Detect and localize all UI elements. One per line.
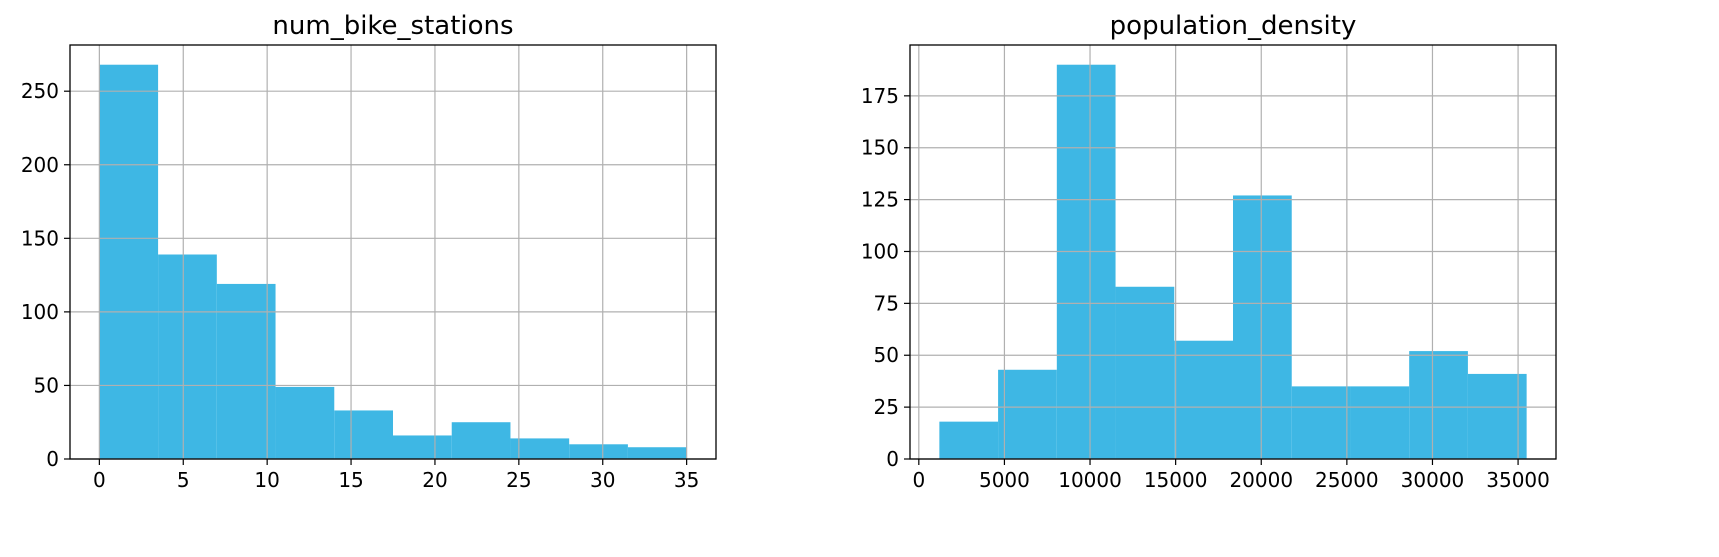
- y-tick-label: 175: [861, 84, 899, 108]
- histogram-bar: [1409, 351, 1468, 459]
- x-tick-label: 15000: [1144, 468, 1208, 492]
- y-tick-label: 125: [861, 188, 899, 212]
- histogram-panel-1: 0 5 10 15 20 25 30 35 0 50 100 150 200 250 num_bike_st…: [21, 11, 717, 492]
- y-tick-label: 150: [861, 136, 899, 160]
- x-tick-label: 35: [674, 468, 699, 492]
- y-tick-label: 50: [874, 343, 899, 367]
- histogram-bar: [1115, 286, 1175, 459]
- y-tick-label: 75: [874, 291, 899, 315]
- y-tick-label: 50: [34, 373, 59, 397]
- x-tick-label: 25000: [1315, 468, 1379, 492]
- x-tick-label: 10000: [1058, 468, 1122, 492]
- histogram-bar: [158, 254, 217, 459]
- histogram-bar: [216, 283, 276, 459]
- histogram-bar: [1350, 386, 1410, 459]
- y-tick-label: 0: [886, 447, 899, 471]
- axes-frame: [69, 44, 717, 460]
- x-tick-label: 30000: [1401, 468, 1465, 492]
- y-tick-label: 25: [874, 395, 899, 419]
- x-tick-label: 20: [422, 468, 447, 492]
- histogram-bar: [1174, 340, 1233, 459]
- histogram-bar: [393, 435, 452, 459]
- histogram-bar: [275, 386, 335, 459]
- histogram-bar: [1291, 386, 1351, 459]
- histogram-bar: [1056, 64, 1116, 459]
- y-tick-label: 250: [21, 79, 59, 103]
- histogram-bar: [998, 369, 1057, 459]
- x-tick-label: 25: [506, 468, 531, 492]
- x-tick-label: 10: [254, 468, 279, 492]
- histogram-bar: [627, 447, 687, 459]
- chart-title: population_density: [1110, 11, 1357, 41]
- x-tick-label: 0: [912, 468, 925, 492]
- x-tick-label: 0: [93, 468, 106, 492]
- y-tick-label: 100: [21, 300, 59, 324]
- histogram-bar: [939, 421, 999, 459]
- y-tick-label: 200: [21, 153, 59, 177]
- chart-title: num_bike_stations: [272, 11, 513, 41]
- histogram-bar: [451, 422, 511, 459]
- x-tick-label: 15: [338, 468, 363, 492]
- y-tick-label: 0: [46, 447, 59, 471]
- histogram-bar: [569, 444, 628, 459]
- y-tick-label: 150: [21, 226, 59, 250]
- y-tick-label: 100: [861, 239, 899, 263]
- histogram-bar: [1233, 195, 1292, 460]
- histogram-bar: [510, 438, 570, 459]
- x-tick-label: 20000: [1229, 468, 1293, 492]
- histogram-bar: [334, 410, 393, 459]
- x-tick-label: 5: [177, 468, 190, 492]
- x-tick-label: 30: [590, 468, 615, 492]
- x-tick-label: 5000: [979, 468, 1030, 492]
- histogram-bar: [99, 64, 159, 459]
- histogram-panel-2: 0 5000 10000 15000 20000 25000 30000 35000 0 25 50…: [861, 11, 1557, 492]
- histogram-bar: [1467, 373, 1527, 459]
- x-tick-label: 35000: [1486, 468, 1550, 492]
